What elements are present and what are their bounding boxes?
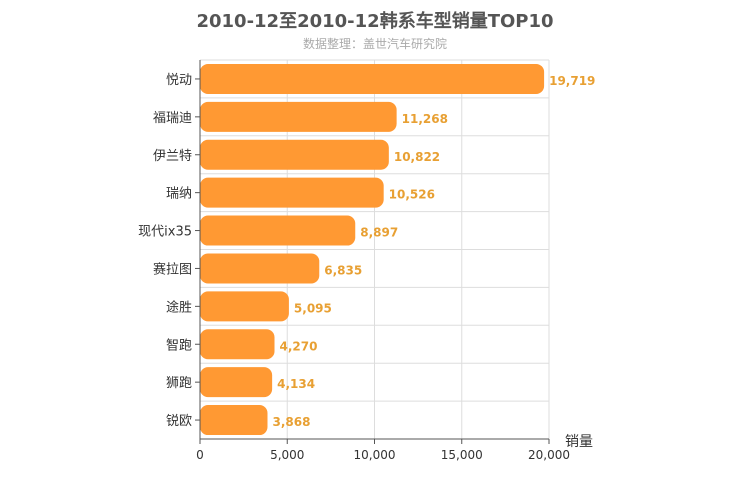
x-tick-label: 5,000 <box>270 448 304 462</box>
bar <box>200 63 545 94</box>
bar <box>200 101 397 132</box>
category-label: 伊兰特 <box>153 149 192 164</box>
bar <box>200 215 356 246</box>
x-tick-label: 20,000 <box>528 448 570 462</box>
data-label: 6,835 <box>324 263 362 277</box>
category-label: 智跑 <box>166 338 192 353</box>
bar <box>200 139 389 170</box>
x-tick-label: 10,000 <box>354 448 396 462</box>
category-label: 狮跑 <box>166 376 192 391</box>
category-label: 锐欧 <box>166 414 192 429</box>
data-label: 4,270 <box>280 339 318 353</box>
category-label: 赛拉图 <box>153 261 192 277</box>
data-label: 10,822 <box>394 150 440 164</box>
category-label: 瑞纳 <box>166 187 192 202</box>
x-axis-title: 销量 <box>565 434 593 450</box>
bar <box>200 329 275 360</box>
category-label: 悦动 <box>166 73 192 88</box>
bars: 19,719 11,268 10,822 10,526 8,897 6,835 5,095 4… <box>200 63 595 436</box>
bar <box>200 367 273 398</box>
data-label: 10,526 <box>389 188 435 202</box>
data-label: 8,897 <box>360 226 398 240</box>
axes: 0 5,000 10,000 15,000 20,000 悦动福瑞迪伊兰特瑞纳现代ix35… <box>138 60 570 462</box>
x-tick-label: 15,000 <box>441 448 483 462</box>
bar <box>200 291 289 322</box>
bar <box>200 177 384 208</box>
data-label: 11,268 <box>402 112 448 126</box>
bar <box>200 405 268 436</box>
data-label: 19,719 <box>549 74 595 88</box>
chart-title: 2010-12至2010-12韩系车型销量TOP10 <box>196 11 554 32</box>
category-label: 现代ix35 <box>138 225 192 240</box>
category-label: 福瑞迪 <box>153 111 192 126</box>
bar <box>200 253 320 284</box>
x-tick-label: 0 <box>196 448 204 462</box>
chart-subtitle: 数据整理：盖世汽车研究院 <box>302 37 447 51</box>
category-label: 途胜 <box>166 299 192 315</box>
data-label: 5,095 <box>294 301 332 315</box>
data-label: 3,868 <box>272 415 310 429</box>
data-label: 4,134 <box>277 377 315 391</box>
